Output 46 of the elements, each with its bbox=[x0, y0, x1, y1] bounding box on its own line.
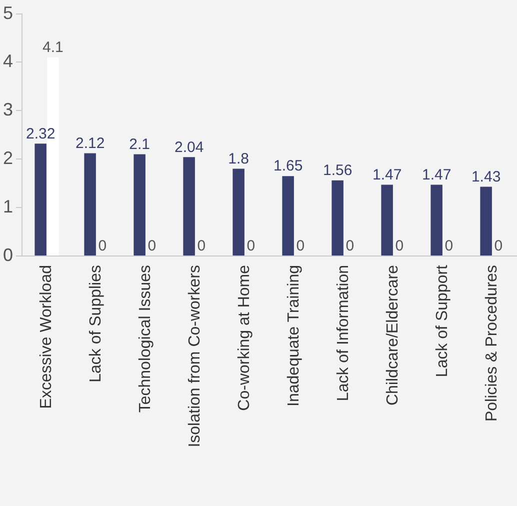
bar bbox=[232, 168, 244, 256]
data-label: 1.43 bbox=[471, 168, 501, 186]
bar bbox=[480, 186, 492, 256]
data-label: 0 bbox=[494, 238, 503, 255]
data-label: 1.47 bbox=[422, 166, 452, 184]
data-label: 0 bbox=[148, 238, 156, 255]
bar bbox=[282, 176, 294, 256]
data-label: 2.04 bbox=[174, 138, 204, 156]
y-tick-label: 4 bbox=[2, 51, 14, 72]
data-label: 0 bbox=[197, 238, 206, 255]
data-label: 2.32 bbox=[26, 125, 56, 142]
data-label: 4.1 bbox=[42, 39, 64, 56]
bar bbox=[381, 184, 393, 256]
x-tick-label: Lack of Support bbox=[434, 264, 452, 378]
data-label: 0 bbox=[346, 238, 354, 255]
y-tick-label: 3 bbox=[2, 100, 14, 120]
x-tick-label: Policies & Procedures bbox=[484, 265, 501, 422]
bar bbox=[34, 144, 46, 256]
bar bbox=[430, 184, 442, 256]
data-label: 1.8 bbox=[228, 150, 249, 168]
data-label: 0 bbox=[444, 238, 454, 255]
x-tick-label: Excessive Workload bbox=[38, 265, 56, 409]
x-tick-label: Isolation from Co-workers bbox=[186, 265, 204, 448]
y-tick-label: 5 bbox=[2, 2, 14, 23]
data-label: 1.56 bbox=[322, 162, 352, 180]
y-tick-label: 2 bbox=[2, 148, 14, 168]
bar bbox=[134, 154, 146, 256]
x-tick-label: Co-working at Home bbox=[236, 264, 254, 411]
data-label: 2.1 bbox=[129, 136, 150, 153]
x-tick-label: Technological Issues bbox=[137, 265, 154, 413]
y-tick-label: 1 bbox=[2, 196, 14, 217]
data-label: 0 bbox=[98, 238, 107, 255]
data-label: 2.12 bbox=[75, 134, 105, 152]
x-tick-label: Childcare/Eldercare bbox=[384, 264, 402, 406]
data-label: 0 bbox=[395, 238, 404, 255]
bar bbox=[332, 180, 344, 256]
bar bbox=[84, 153, 96, 256]
data-label: 1.65 bbox=[273, 158, 303, 175]
y-tick-label: 0 bbox=[2, 244, 14, 265]
bar bbox=[183, 157, 195, 256]
data-label: 0 bbox=[246, 238, 256, 255]
x-tick-label: Lack of Information bbox=[335, 265, 352, 402]
x-tick-label: Lack of Supplies bbox=[88, 265, 105, 382]
data-label: 1.47 bbox=[372, 166, 402, 184]
data-label: 0 bbox=[296, 238, 305, 255]
x-tick-label: Inadequate Training bbox=[286, 265, 303, 406]
